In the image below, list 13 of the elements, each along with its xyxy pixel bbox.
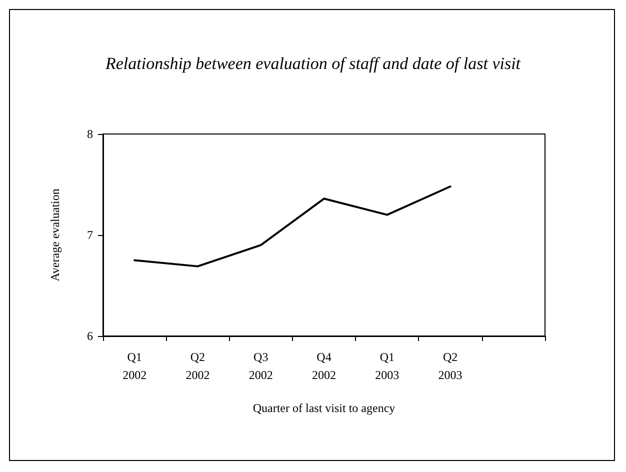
x-tick-label: Q2 2002 (186, 350, 210, 382)
y-tick-label: 6 (87, 329, 93, 343)
chart-title: Relationship between evaluation of staff and date of last visit (104, 54, 522, 73)
y-axis-title: Average evaluation (48, 188, 62, 282)
line-series (134, 186, 452, 268)
x-tick-label: Q3 2002 (248, 350, 273, 382)
x-axis-title: Quarter of last visit to agency (252, 401, 396, 415)
x-tick-label: Q2 2003 (438, 350, 462, 382)
y-tick-label: 8 (87, 127, 93, 141)
x-tick-label: Q1 2003 (375, 350, 400, 382)
y-tick-label: 7 (87, 228, 93, 242)
x-tick-label: Q1 2002 (122, 350, 147, 382)
x-tick-label: Q4 2002 (312, 350, 336, 382)
